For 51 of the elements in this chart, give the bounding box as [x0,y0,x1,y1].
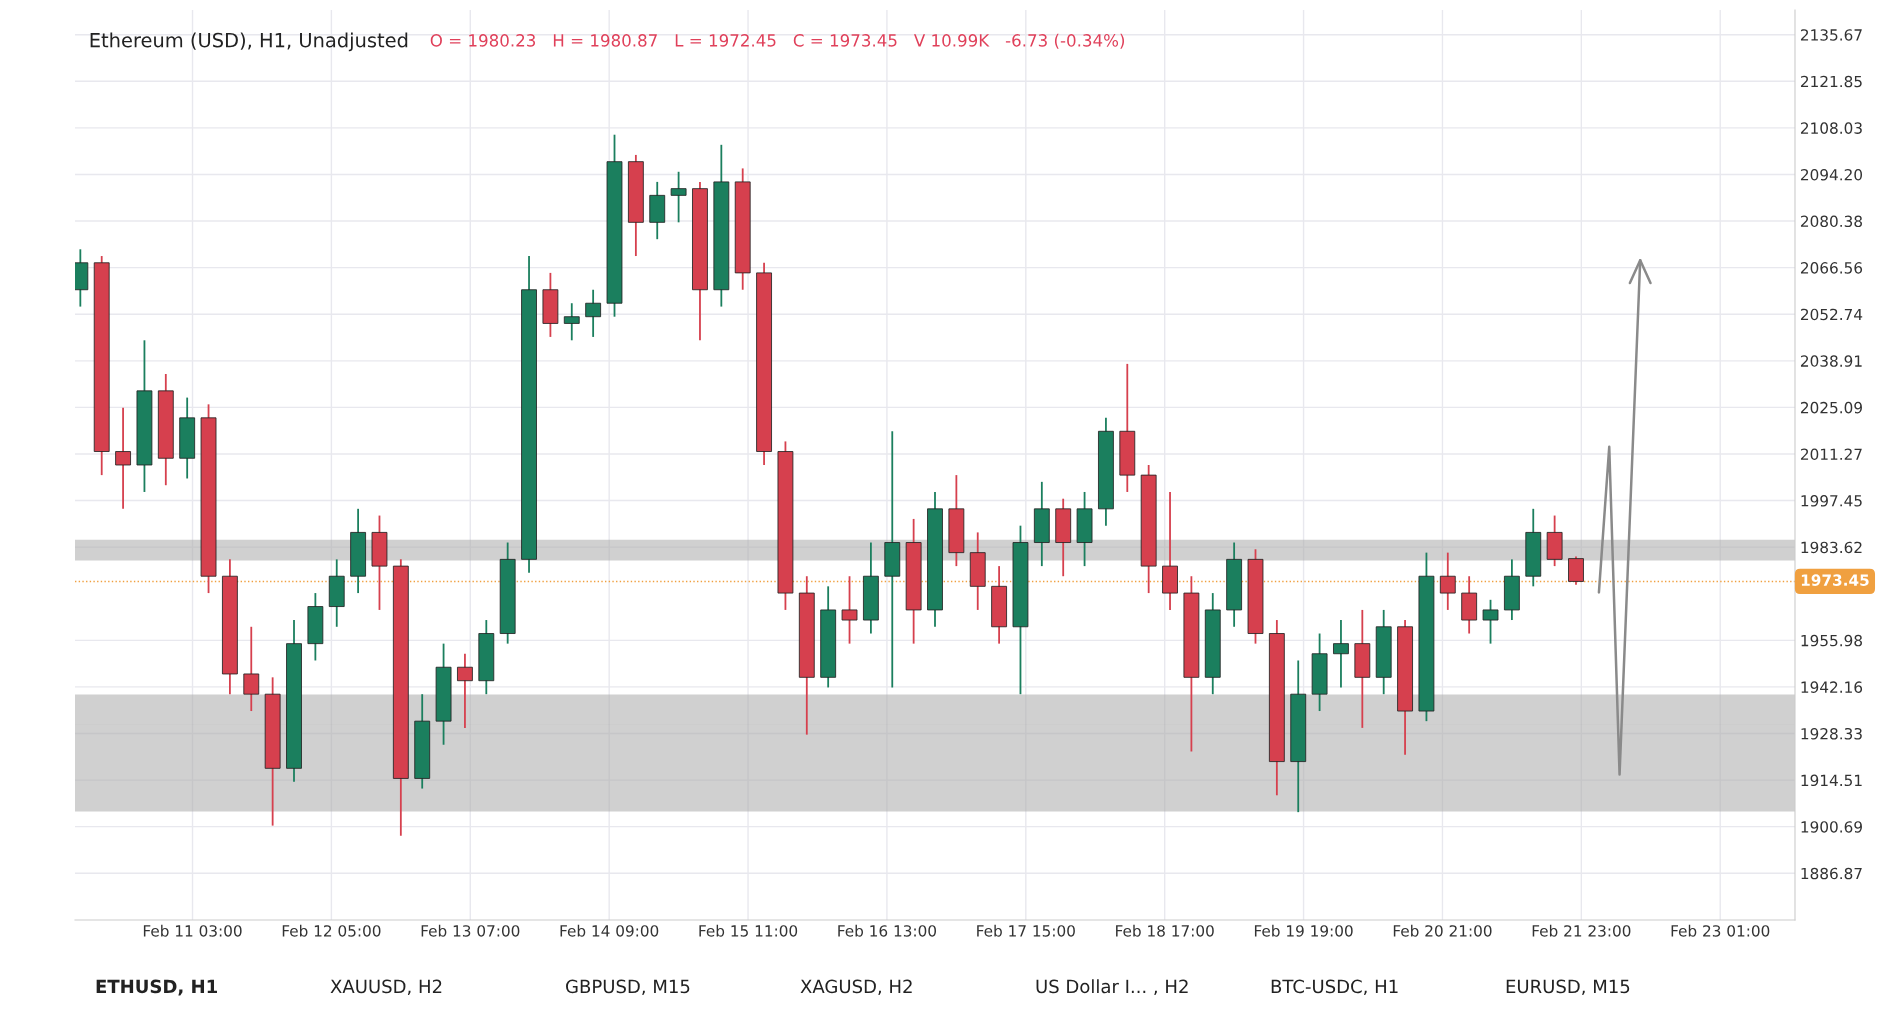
text: ETHUSD, H1 [96,979,217,996]
y-tick-label: 2038.91 [1800,355,1862,367]
ref-line-label: 1973.45 [1801,574,1869,586]
candlestick [1439,551,1456,611]
x-tick-label: Feb 12 05:00 [282,924,381,937]
candlestick [1568,555,1584,586]
candlestick [841,575,858,645]
text: US Dollar I... , H2 [1036,979,1188,996]
x-tick-label: Feb 13 07:00 [421,924,520,937]
candlestick [457,652,473,729]
y-tick-label: 2025.09 [1800,401,1862,414]
x-tick-label: Feb 17 15:00 [977,924,1075,937]
x-tick-label: Feb 15 11:00 [699,924,798,937]
y-tick-label: 1997.45 [1801,495,1862,507]
text: GBPUSD, M15 [566,979,690,996]
candlestick [1333,619,1349,689]
y-tick-label: 2094.20 [1800,168,1863,181]
x-tick-label: Feb 19 19:00 [1254,924,1353,937]
x-tick-label: Feb 14 09:00 [560,924,659,937]
candlestick [243,625,260,712]
text: XAGUSD, H2 [800,979,912,996]
y-tick-label: 1928.33 [1801,727,1862,740]
y-tick-label: 1886.87 [1801,867,1862,880]
y-tick-label: 2135.67 [1800,29,1862,41]
x-tick-label: Feb 11 03:00 [143,924,242,937]
x-tick-label: Feb 21 23:00 [1532,924,1631,937]
y-tick-label: 2121.85 [1800,75,1862,88]
text: O = 1980.23 H = 1980.87 L = 1972.45 C = 1973.45 V 10.99K -6.73 (-0.34%) [430,33,1125,49]
candlestick [115,406,131,510]
candlestick [670,170,687,224]
x-tick-label: Feb 18 17:00 [1116,924,1214,937]
candlestick [585,288,602,338]
x-tick-label: Feb 23 01:00 [1671,924,1770,937]
y-tick-label: 2080.38 [1800,215,1862,228]
y-tick-label: 1914.51 [1801,774,1862,787]
y-tick-label: 1955.98 [1801,634,1862,647]
y-tick-label: 2011.27 [1800,448,1862,460]
x-tick-label: Feb 16 13:00 [838,924,937,937]
y-tick-label: 2108.03 [1800,122,1862,134]
text: Ethereum (USD), H1, Unadjusted [90,32,408,52]
y-tick-label: 1900.69 [1801,821,1862,833]
text: XAUUSD, H2 [330,979,442,996]
y-tick-label: 2052.74 [1800,308,1863,321]
text: EURUSD, M15 [1506,979,1630,996]
y-tick-label: 1942.16 [1801,681,1863,693]
candlestick [1482,598,1499,645]
y-tick-label: 1983.62 [1801,541,1862,554]
text: BTC-USDC, H1 [1271,979,1398,996]
candlestick [563,302,580,342]
x-tick-label: Feb 20 21:00 [1393,924,1492,937]
y-tick-label: 2066.56 [1800,262,1863,274]
